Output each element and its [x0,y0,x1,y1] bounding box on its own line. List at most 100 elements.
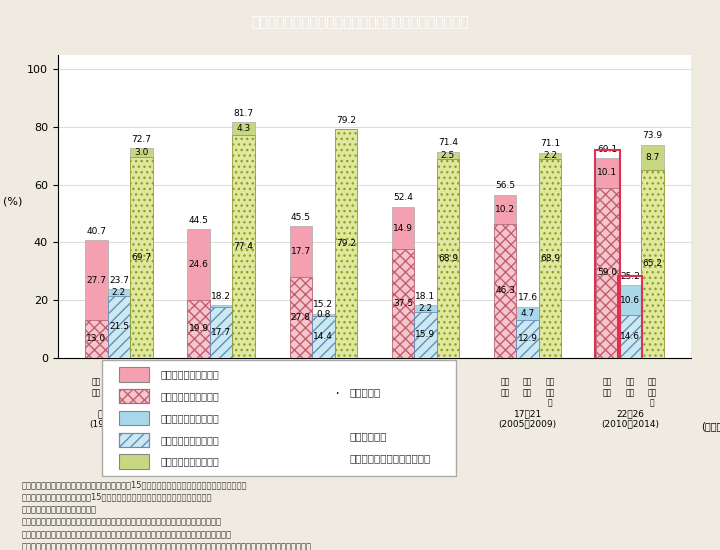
FancyBboxPatch shape [120,389,149,404]
Bar [312,314,335,316]
Text: パー
ト等: パー ト等 [114,378,124,397]
Text: 17.7: 17.7 [291,248,311,256]
Bar [85,240,108,320]
Text: 18.2: 18.2 [211,292,231,301]
Bar [539,153,562,159]
FancyBboxPatch shape [120,454,149,469]
Bar [641,169,664,358]
Text: 69.1: 69.1 [598,145,618,154]
Bar [130,157,153,358]
Text: 18.1: 18.1 [415,292,436,301]
Bar [437,152,459,159]
Text: 71.1: 71.1 [540,139,560,148]
Bar [187,300,210,358]
Bar [108,295,130,358]
Text: 平成２～６
(1990～1994): 平成２～６ (1990～1994) [192,409,251,429]
Text: 0.8: 0.8 [316,310,330,320]
Text: 自営
業主
等: 自営 業主 等 [546,378,555,408]
Text: 4.3: 4.3 [236,124,251,133]
Text: 就業継続（育休なし）: 就業継続（育休なし） [161,391,220,401]
Bar [187,229,210,300]
Text: 4.7: 4.7 [521,309,535,318]
Text: 12.9: 12.9 [518,334,538,343]
Text: 37.5: 37.5 [393,299,413,308]
Bar [414,312,437,358]
Text: 17.7: 17.7 [211,327,231,337]
Text: 自営
業主
等: 自営 業主 等 [239,378,248,408]
Text: 10.1: 10.1 [598,168,618,178]
Text: 27.8: 27.8 [291,313,311,322]
Text: 自営
業主
等: 自営 業主 等 [444,378,453,408]
Text: 自営
業主
等: 自営 業主 等 [341,378,351,408]
Text: 正規
職員: 正規 職員 [398,378,408,397]
Text: パー
ト等: パー ト等 [217,378,226,397]
Text: 自営業主・家族従業者・内職: 自営業主・家族従業者・内職 [349,453,431,463]
Text: 17～21
(2005～2009): 17～21 (2005～2009) [499,409,557,429]
Bar [210,306,233,358]
Bar [130,157,153,358]
Text: 45.5: 45.5 [291,213,311,222]
Bar [516,320,539,358]
Bar [335,129,357,358]
Text: 2.2: 2.2 [418,304,433,313]
Bar [414,305,437,312]
Bar [335,129,357,358]
Text: 3.0: 3.0 [134,148,148,157]
Text: 68.9: 68.9 [438,254,458,263]
Text: 14.4: 14.4 [313,332,333,341]
Text: 10.6: 10.6 [620,296,640,305]
Text: 就業継続（育休利用）: 就業継続（育休利用） [161,370,220,379]
FancyBboxPatch shape [102,360,456,476]
Bar [85,320,108,358]
Bar [618,285,641,316]
Text: 56.5: 56.5 [495,182,516,190]
Text: 2.5: 2.5 [441,151,455,160]
Bar [641,169,664,358]
Text: 15.2: 15.2 [313,300,333,310]
Bar [392,207,414,250]
Text: 65.2: 65.2 [642,259,662,268]
Bar [539,159,562,358]
Bar [210,306,233,358]
Text: 正規
職員: 正規 職員 [194,378,203,397]
Bar [494,224,516,358]
Bar [233,135,255,358]
Bar [289,277,312,358]
Bar [233,122,255,135]
Bar [187,300,210,358]
Text: パート・派遣: パート・派遣 [349,431,387,441]
Text: 19.9: 19.9 [189,324,209,333]
Text: パー
ト等: パー ト等 [523,378,532,397]
Text: 8.7: 8.7 [645,153,660,162]
Bar [618,316,641,358]
Text: 71.4: 71.4 [438,139,458,147]
Text: 就業継続（育休利用）: 就業継続（育休利用） [161,456,220,466]
Text: 10.2: 10.2 [495,205,516,214]
Text: 正規の職員: 正規の職員 [349,388,381,398]
Text: パー
ト等: パー ト等 [421,378,430,397]
Text: 27.7: 27.7 [86,276,107,285]
Bar [596,188,618,358]
Bar [130,148,153,157]
Text: パー
ト等: パー ト等 [625,378,634,397]
Text: 72.7: 72.7 [131,135,151,144]
Text: 自営
業主
等: 自営 業主 等 [648,378,657,408]
Text: 24.6: 24.6 [189,260,209,270]
Text: 17.6: 17.6 [518,294,538,302]
Text: ７～11
(1995～1999): ７～11 (1995～1999) [294,409,353,429]
Bar [392,250,414,358]
Text: 正規
職員: 正規 職員 [296,378,305,397]
Bar [596,158,618,188]
Text: 就業継続（育休利用）: 就業継続（育休利用） [161,413,220,423]
Text: 就業継続（育休なし）: 就業継続（育休なし） [161,435,220,445]
Text: 81.7: 81.7 [233,109,253,118]
Bar [108,295,130,358]
Text: 52.4: 52.4 [393,193,413,202]
Text: 正規
職員: 正規 職員 [603,378,612,397]
Text: Ｉ－３－９図　出産前有職者の就業継続率（就業形態別）: Ｉ－３－９図 出産前有職者の就業継続率（就業形態別） [251,15,469,29]
FancyBboxPatch shape [120,367,149,382]
Text: 14.9: 14.9 [393,223,413,233]
Text: 21.5: 21.5 [109,322,129,331]
Text: 正規
職員: 正規 職員 [500,378,510,397]
Text: 23.7: 23.7 [109,276,129,285]
